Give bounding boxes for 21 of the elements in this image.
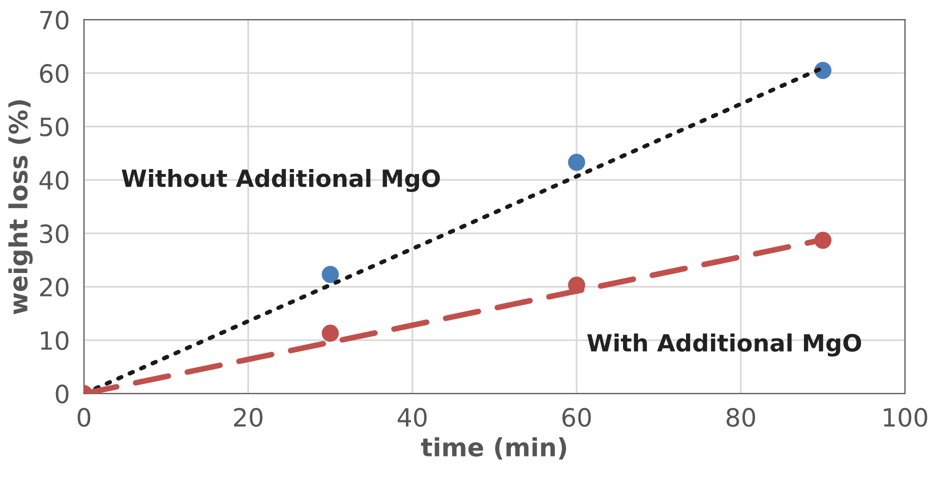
annotation: Without Additional MgO bbox=[122, 168, 440, 192]
x-tick-label: 20 bbox=[234, 408, 262, 427]
y-tick-label: 50 bbox=[40, 117, 68, 136]
x-tick-label: 100 bbox=[884, 408, 928, 427]
y-axis-title: weight loss (%) bbox=[8, 100, 33, 314]
x-tick-label: 0 bbox=[78, 408, 90, 427]
y-tick-label: 70 bbox=[40, 10, 68, 30]
y-tick-label: 30 bbox=[40, 224, 68, 244]
x-tick-label: 60 bbox=[562, 408, 591, 427]
annotation: With Additional MgO bbox=[587, 333, 862, 357]
y-tick-label: 60 bbox=[40, 64, 68, 83]
x-axis-title: time (min) bbox=[421, 437, 566, 460]
y-tick-label: 20 bbox=[40, 278, 68, 297]
x-tick-label: 40 bbox=[398, 408, 427, 427]
point bbox=[322, 324, 339, 342]
y-tick-label: 0 bbox=[56, 384, 68, 404]
x-tick-label: 80 bbox=[726, 408, 756, 427]
y-tick-label: 40 bbox=[39, 170, 68, 190]
y-tick-label: 10 bbox=[41, 331, 68, 350]
point bbox=[568, 154, 586, 171]
point bbox=[322, 266, 339, 284]
